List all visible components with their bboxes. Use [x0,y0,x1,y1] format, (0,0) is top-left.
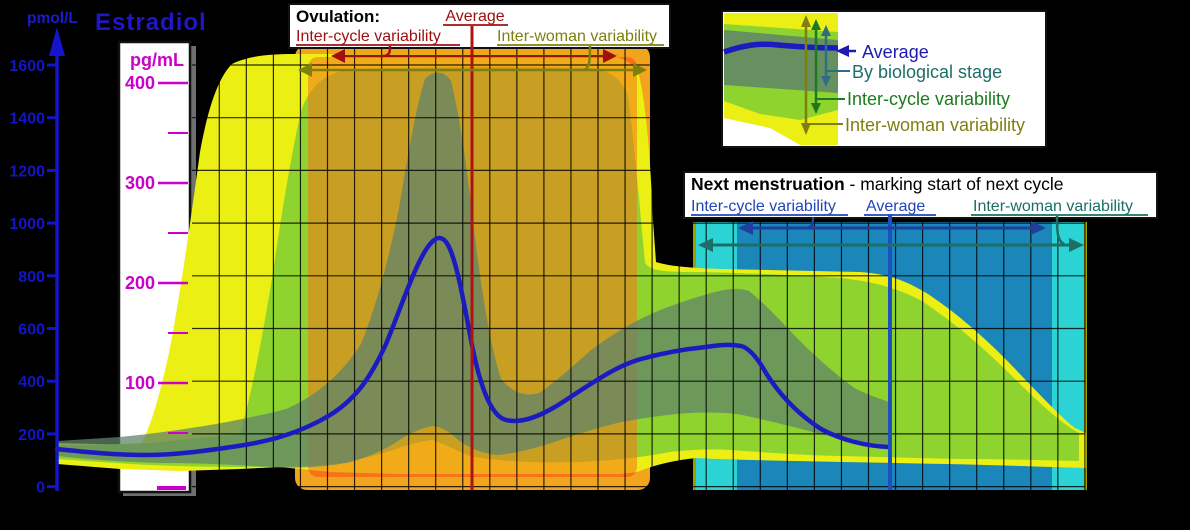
pg-tick-label-400: 400 [125,73,155,93]
legend-band-sample [723,13,839,145]
average-estradiol-curve [54,235,891,458]
legend-average-label: Average [862,42,929,62]
next-menstruation-span-arrows [698,215,1084,252]
ovulation-interwoman-arrow-left-icon [298,63,312,77]
ovulation-span-arrows [298,45,647,77]
next-interwoman-arrow-left-icon [698,238,713,252]
pmol-tick-label-1200: 1200 [9,163,45,180]
ovulation-intercycle-connector [381,45,392,58]
pmol-tick-label-600: 600 [18,322,45,339]
next-menstruation-heading-rest: - marking start of next cycle [845,174,1064,194]
legend-box: Average By biological stage Inter-cycle … [721,10,1047,148]
pmol-axis-arrowhead-icon [49,27,65,56]
ovulation-interwoman-label: Inter-woman variability [497,28,657,45]
legend-intercycle-arrow-bottom-icon [811,103,821,114]
legend-intercycle-label: Inter-cycle variability [847,89,1010,109]
pmol-tick-label-400: 400 [18,374,45,391]
pmol-axis-labels: 1600 1400 1200 1000 800 600 400 200 0 [9,58,45,497]
pg-tick-label-200: 200 [125,273,155,293]
legend-intercycle-arrow-top-icon [811,19,821,30]
ovulation-intercycle-arrow-right-icon [603,49,617,63]
pmol-axis-unit: pmol/L [27,10,78,27]
pmol-tick-label-800: 800 [18,269,45,286]
next-intercycle-arrow-left-icon [738,221,753,235]
next-intercycle-label: Inter-cycle variability [691,198,836,215]
legend-interwoman-arrow-bottom-icon [801,123,811,135]
pg-axis: pg/mL 400 300 200 100 [125,50,188,490]
ovulation-intercycle-label: Inter-cycle variability [296,28,441,45]
pmol-axis: 1600 1400 1200 1000 800 600 400 200 0 pm… [9,10,77,497]
legend-stage-sample [724,30,838,93]
legend-stage-arrow-top-icon [821,25,831,36]
next-intercycle-arrow-right-icon [1031,221,1046,235]
legend-interwoman-label: Inter-woman variability [845,115,1025,135]
next-menstruation-label-box: Next menstruation - marking start of nex… [683,171,1158,219]
next-interwoman-label: Inter-woman variability [973,198,1133,215]
legend-stage-label: By biological stage [852,62,1002,82]
pg-axis-unit: pg/mL [130,50,184,70]
pmol-tick-label-200: 200 [18,427,45,444]
legend-span-arrows [801,15,856,135]
ovulation-label-box: Ovulation: Average Inter-cycle variabili… [288,3,671,49]
ovulation-interwoman-connector [581,45,592,72]
legend-stage-arrow-bottom-icon [821,76,831,87]
ovulation-interwoman-arrow-right-icon [633,63,647,77]
ovulation-intercycle-arrow-left-icon [331,49,345,63]
next-interwoman-connector [1055,215,1065,246]
next-intercycle-connector [804,216,815,230]
legend-average-sample-line [723,41,839,55]
next-menstruation-heading-line: Next menstruation - marking start of nex… [691,174,1063,194]
ovulation-heading: Ovulation: [296,7,380,26]
pmol-tick-label-1600: 1600 [9,58,45,75]
pg-tick-label-300: 300 [125,173,155,193]
pmol-tick-label-1400: 1400 [9,111,45,128]
pmol-tick-label-0: 0 [36,480,45,497]
next-interwoman-arrow-right-icon [1069,238,1084,252]
legend-interwoman-arrow-top-icon [801,15,811,27]
chart-title: Estradiol [95,9,207,36]
ovulation-average-label: Average [445,8,504,25]
legend-average-arrow-icon [836,45,849,57]
next-menstruation-heading: Next menstruation [691,174,845,194]
pg-tick-label-100: 100 [125,373,155,393]
next-average-label: Average [866,198,925,215]
pmol-axis-ticks [47,63,57,489]
pmol-tick-label-1000: 1000 [9,216,45,233]
